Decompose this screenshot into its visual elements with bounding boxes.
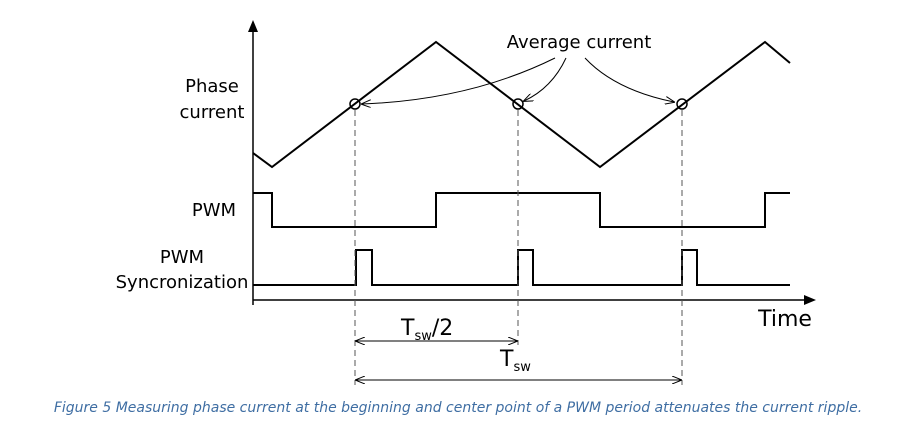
y-axis-arrow (248, 20, 258, 32)
pwm-sync-label-line1: PWM (160, 247, 204, 268)
tsw-label: Tsw (499, 347, 531, 375)
pwm-label: PWM (192, 200, 236, 221)
sample-point-2 (512, 98, 524, 110)
pwm-sync-waveform (253, 249, 790, 286)
sample-point-3 (676, 98, 688, 110)
figure-caption: Figure 5 Measuring phase current at the … (53, 400, 863, 416)
phase-current-label-line2: current (180, 102, 245, 123)
time-axis-label: Time (757, 307, 812, 332)
x-axis-arrow (804, 295, 816, 305)
tsw-half-label: Tsw/2 (400, 316, 453, 344)
sample-point-1 (349, 98, 361, 110)
pwm-sync-label-line2: Syncronization (116, 272, 249, 293)
pwm-waveform (253, 192, 790, 228)
avg-arrow-3 (584, 57, 674, 102)
average-current-label: Average current (507, 32, 652, 53)
phase-current-label-line1: Phase (185, 76, 239, 97)
avg-arrow-2 (524, 57, 567, 101)
avg-arrow-1 (362, 57, 556, 104)
phase-current-waveform (252, 40, 791, 169)
